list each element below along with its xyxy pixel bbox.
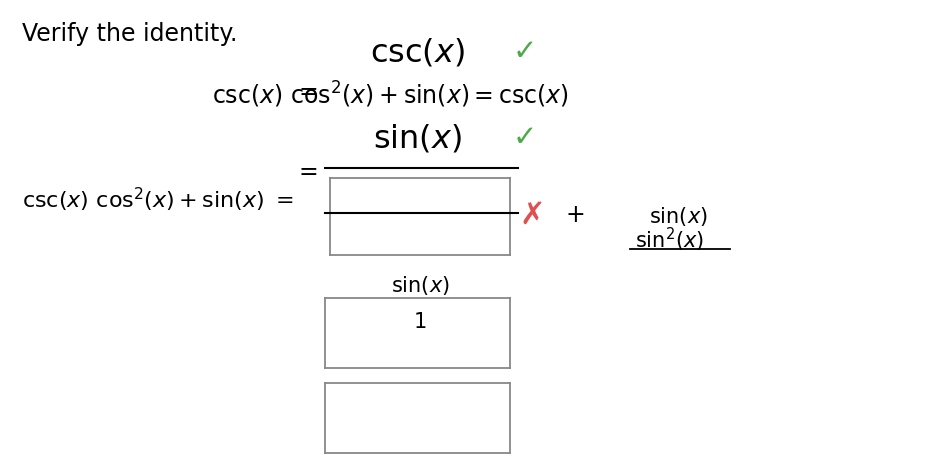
Text: $\mathrm{csc}(x)\ \cos^2\!(x) + \sin(x)\ =$: $\mathrm{csc}(x)\ \cos^2\!(x) + \sin(x)\…	[22, 186, 294, 214]
Text: ✗: ✗	[519, 201, 545, 229]
Text: $\mathrm{csc}(x)\ \cos^2\!(x) + \sin(x) = \mathrm{csc}(x)$: $\mathrm{csc}(x)\ \cos^2\!(x) + \sin(x) …	[211, 80, 568, 110]
Text: Verify the identity.: Verify the identity.	[22, 22, 237, 46]
Text: $\sin(x)$: $\sin(x)$	[648, 205, 708, 228]
Text: +: +	[565, 203, 585, 227]
Text: $\mathrm{csc}(x)$: $\mathrm{csc}(x)$	[369, 36, 464, 68]
Text: ✓: ✓	[512, 124, 538, 152]
Text: 1: 1	[413, 312, 427, 332]
Text: $\sin(x)$: $\sin(x)$	[391, 274, 449, 297]
Text: =: =	[299, 80, 318, 104]
Text: $\sin^2\!(x)$: $\sin^2\!(x)$	[635, 226, 704, 254]
Text: =: =	[299, 160, 318, 184]
Text: ✓: ✓	[512, 38, 538, 66]
Text: $\sin(x)$: $\sin(x)$	[373, 122, 461, 154]
